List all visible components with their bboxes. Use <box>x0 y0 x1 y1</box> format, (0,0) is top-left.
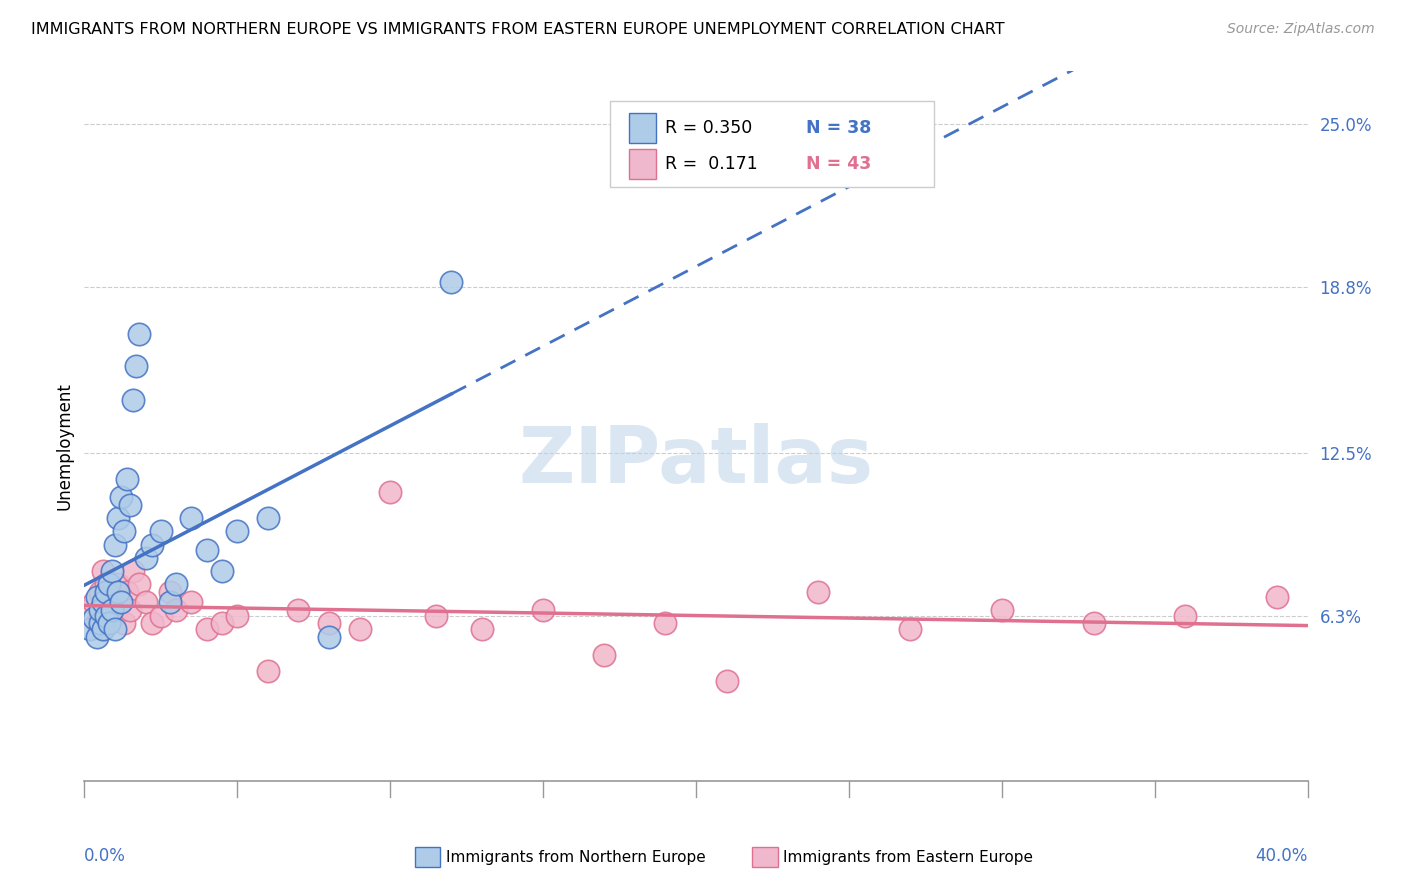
Point <box>115 472 138 486</box>
Point <box>91 595 114 609</box>
FancyBboxPatch shape <box>610 102 935 187</box>
Point <box>135 550 157 565</box>
Point <box>471 622 494 636</box>
Point <box>135 595 157 609</box>
Point <box>159 595 181 609</box>
Point <box>211 616 233 631</box>
Point <box>593 648 616 662</box>
Point <box>226 524 249 539</box>
Point <box>91 622 114 636</box>
Point <box>318 616 340 631</box>
Point <box>97 577 120 591</box>
Point <box>149 524 172 539</box>
Point <box>211 564 233 578</box>
Y-axis label: Unemployment: Unemployment <box>55 382 73 510</box>
Point <box>89 603 111 617</box>
Point <box>195 542 218 557</box>
Point <box>165 577 187 591</box>
Point <box>531 603 554 617</box>
Point <box>898 622 921 636</box>
Point <box>425 608 447 623</box>
Point <box>104 608 127 623</box>
Text: IMMIGRANTS FROM NORTHERN EUROPE VS IMMIGRANTS FROM EASTERN EUROPE UNEMPLOYMENT C: IMMIGRANTS FROM NORTHERN EUROPE VS IMMIG… <box>31 22 1004 37</box>
Point <box>110 490 132 504</box>
Point <box>654 616 676 631</box>
Point <box>440 275 463 289</box>
Point <box>318 630 340 644</box>
Point <box>122 564 145 578</box>
Text: Immigrants from Eastern Europe: Immigrants from Eastern Europe <box>783 850 1033 864</box>
Point <box>349 622 371 636</box>
Point <box>115 585 138 599</box>
Point <box>165 603 187 617</box>
Point <box>107 585 129 599</box>
Point <box>89 616 111 631</box>
Point <box>97 616 120 631</box>
Point <box>104 538 127 552</box>
Text: R = 0.350: R = 0.350 <box>665 119 752 136</box>
Point <box>101 564 124 578</box>
Bar <box>628 149 655 178</box>
Point <box>1174 608 1197 623</box>
Point <box>112 616 135 631</box>
Text: N = 38: N = 38 <box>806 119 872 136</box>
Point <box>91 622 114 636</box>
Point <box>257 511 280 525</box>
Point <box>79 622 101 636</box>
Point <box>101 603 124 617</box>
Point <box>141 538 163 552</box>
Point <box>120 603 142 617</box>
Point <box>86 590 108 604</box>
Point <box>83 595 105 609</box>
Point <box>257 664 280 678</box>
Point <box>122 392 145 407</box>
Point <box>1083 616 1105 631</box>
Text: 0.0%: 0.0% <box>84 847 127 865</box>
Point <box>807 585 830 599</box>
Point <box>226 608 249 623</box>
Point <box>159 585 181 599</box>
Point <box>120 498 142 512</box>
Point <box>104 622 127 636</box>
Point <box>107 577 129 591</box>
Point <box>195 622 218 636</box>
Point <box>112 524 135 539</box>
Point <box>110 595 132 609</box>
Point <box>94 585 117 599</box>
Point <box>91 564 114 578</box>
Text: R =  0.171: R = 0.171 <box>665 154 758 172</box>
Point <box>125 359 148 373</box>
Point <box>83 611 105 625</box>
Text: 40.0%: 40.0% <box>1256 847 1308 865</box>
Point <box>1265 590 1288 604</box>
Point <box>86 630 108 644</box>
Point <box>180 511 202 525</box>
Point <box>128 327 150 342</box>
Point <box>107 511 129 525</box>
Point <box>94 577 117 591</box>
Text: ZIPatlas: ZIPatlas <box>519 423 873 499</box>
Point <box>94 608 117 623</box>
Text: Immigrants from Northern Europe: Immigrants from Northern Europe <box>446 850 706 864</box>
Point <box>79 603 101 617</box>
Point <box>287 603 309 617</box>
Point <box>141 616 163 631</box>
Point <box>89 585 111 599</box>
Text: N = 43: N = 43 <box>806 154 872 172</box>
Point <box>180 595 202 609</box>
Point <box>128 577 150 591</box>
Point <box>101 590 124 604</box>
Bar <box>628 112 655 143</box>
Point <box>97 603 120 617</box>
Point <box>991 603 1014 617</box>
Point <box>149 608 172 623</box>
Point <box>110 595 132 609</box>
Point <box>716 674 738 689</box>
Point <box>86 616 108 631</box>
Text: Source: ZipAtlas.com: Source: ZipAtlas.com <box>1227 22 1375 37</box>
Point <box>380 485 402 500</box>
